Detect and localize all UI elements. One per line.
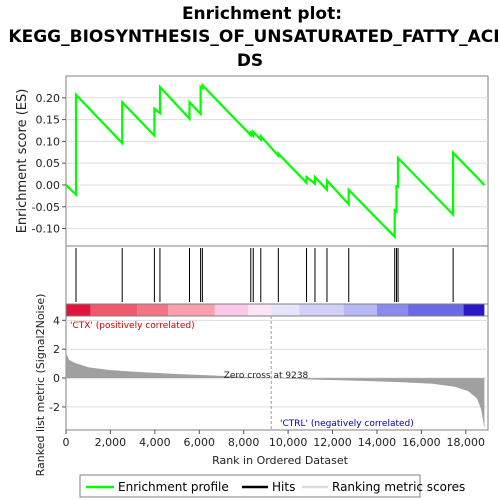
es-y-tick-label: 0.00: [36, 179, 61, 192]
colorbar-segment: [137, 304, 169, 316]
es-y-tick-label: -0.05: [32, 201, 60, 214]
ranked-panel-frame: [65, 315, 489, 431]
x-tick-label: 6,000: [184, 436, 216, 449]
hits-panel-frame: [65, 245, 489, 305]
x-tick-label: 0: [63, 436, 70, 449]
es-y-tick-label: 0.05: [36, 157, 61, 170]
es-panel-grid: [66, 97, 488, 230]
colorbar-segment: [376, 304, 409, 316]
legend-hits-label: Hits: [272, 480, 295, 494]
es-panel-frame: [65, 75, 489, 247]
x-tick-label: 10,000: [269, 436, 308, 449]
colorbar-segment: [299, 304, 344, 316]
hits-markers: [75, 248, 454, 302]
colorbar-segment: [408, 304, 464, 316]
es-y-axis-ticks: -0.10 -0.05 0.00 0.05 0.10 0.15 0.20: [32, 92, 66, 236]
x-tick-label: 16,000: [402, 436, 441, 449]
es-y-tick-label: 0.15: [36, 114, 61, 127]
colorbar-segment: [463, 304, 485, 316]
enrichment-profile-line: [65, 82, 486, 240]
x-tick-label: 2,000: [95, 436, 127, 449]
colorbar-segment: [168, 304, 215, 316]
es-y-axis-label: Enrichment score (ES): [15, 89, 30, 234]
x-tick-label: 12,000: [313, 436, 352, 449]
legend-ranking-label: Ranking metric scores: [332, 480, 465, 494]
colorbar-segment: [66, 304, 91, 316]
colorbar-segment: [343, 304, 377, 316]
colorbar-segment: [248, 304, 272, 316]
x-tick-label: 14,000: [358, 436, 397, 449]
ranked-y-axis-label: Ranked list metric (Signal2Noise): [34, 294, 47, 477]
chart-title-line-3: DS: [237, 51, 263, 71]
chart-title-line-2: KEGG_BIOSYNTHESIS_OF_UNSATURATED_FATTY_A…: [8, 27, 499, 47]
ranked-y-tick-label: -2: [49, 401, 60, 414]
x-tick-label: 18,000: [447, 436, 486, 449]
colorbar-segment: [90, 304, 138, 316]
ranked-y-tick-label: 2: [53, 343, 60, 356]
rank-colorbar: [65, 303, 489, 317]
colorbar-segment: [214, 304, 249, 316]
x-tick-label: 8,000: [228, 436, 260, 449]
zero-cross-label: Zero cross at 9238: [224, 371, 309, 381]
ranked-y-axis-ticks: -2 0 2 4: [49, 314, 66, 414]
es-y-tick-label: 0.10: [36, 135, 61, 148]
chart-title-line-1: Enrichment plot:: [182, 4, 342, 24]
es-y-tick-label: 0.20: [36, 92, 61, 105]
es-y-tick-label: -0.10: [32, 223, 60, 236]
legend-enrichment-label: Enrichment profile: [118, 480, 229, 494]
negative-correlation-label: 'CTRL' (negatively correlated): [280, 419, 414, 429]
ranked-y-tick-label: 0: [53, 372, 60, 385]
ranked-y-tick-label: 4: [53, 314, 60, 327]
x-axis-label: Rank in Ordered Dataset: [212, 454, 349, 467]
colorbar-segment: [271, 304, 300, 316]
x-axis-ticks: 0 2,000 4,000 6,000 8,000 10,000 12,000 14,000 1…: [63, 430, 486, 449]
positive-correlation-label: 'CTX' (positively correlated): [70, 321, 195, 331]
x-tick-label: 4,000: [139, 436, 171, 449]
